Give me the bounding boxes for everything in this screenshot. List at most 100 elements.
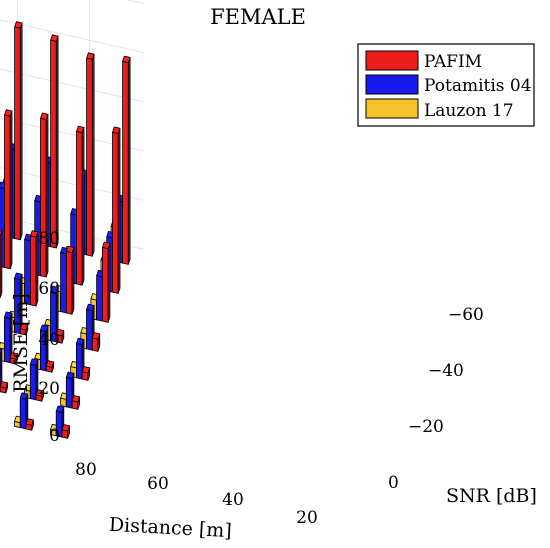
bar-pafim-d30-snr-50: [40, 112, 49, 278]
bar-front-face: [96, 275, 103, 322]
bar-front-face: [4, 114, 11, 270]
bar-front-face: [91, 337, 99, 352]
legend-swatch-potamitis: [365, 74, 419, 95]
bar-front-face: [86, 57, 93, 257]
bar-potamitis-04-d20-snr-10: [29, 358, 39, 401]
bar-pafim-d30-snr-30: [19, 323, 29, 336]
bar-top-face: [19, 323, 29, 331]
bar-pafim-d20-snr-10: [35, 389, 44, 402]
bar-top-face: [50, 34, 59, 42]
bar-pafim-d40-snr-40: [0, 230, 3, 299]
bar-front-face: [65, 376, 73, 409]
bar-pafim-d10-snr-30: [91, 332, 101, 352]
legend-swatch-lauzon: [365, 98, 419, 119]
bar-front-face: [60, 252, 67, 314]
bar-pafim-d20-snr-30: [55, 328, 65, 344]
bar-potamitis-04-d30-snr-20: [4, 311, 13, 364]
bar-top-face: [55, 405, 65, 413]
bar-front-face: [76, 342, 83, 380]
bar-pafim-d20-snr-20: [45, 360, 55, 373]
bar-top-face: [102, 241, 111, 250]
bar-front-face: [14, 26, 21, 241]
legend-label-lauzon: Lauzon 17: [424, 101, 514, 121]
bar-pafim-d30-snr-40: [29, 230, 39, 307]
z-tick-20: 20: [38, 379, 60, 399]
z-tick-40: 40: [38, 330, 60, 350]
bar-top-face: [14, 272, 23, 280]
bar-pafim-d30-snr-10: [0, 381, 8, 394]
legend-label-potamitis: Potamitis 04: [424, 76, 532, 96]
bar-top-face: [65, 371, 75, 379]
bar-side-face: [107, 242, 111, 323]
legend: PAFIM Potamitis 04 Lauzon 17: [357, 43, 535, 127]
bar-top-face: [29, 230, 39, 238]
bar-potamitis-04-d30-snr-10: [0, 348, 3, 393]
bar-pafim-d20-snr0: [25, 418, 34, 431]
bar-pafim-d20-snr-40: [66, 245, 75, 315]
bar-top-face: [0, 381, 8, 389]
bar-pafim-d30-snr-20: [9, 352, 19, 365]
bar-front-face: [102, 246, 109, 323]
bar-side-face: [19, 22, 23, 241]
bar-pafim-d40-snr-60: [14, 21, 23, 241]
x-tick-60: 60: [147, 474, 169, 494]
bar-side-face: [55, 35, 59, 249]
bar-top-face: [25, 418, 34, 426]
bar-top-face: [4, 109, 13, 117]
bar-top-face: [19, 392, 29, 400]
bar-top-face: [40, 112, 49, 120]
chart-title: FEMALE: [210, 5, 306, 29]
bar-top-face: [40, 324, 49, 332]
bar-pafim-d10-snr-60: [122, 55, 131, 265]
bar-front-face: [76, 130, 83, 286]
z-tick-80: 80: [38, 229, 60, 249]
grid-line-z-3: [0, 68, 144, 103]
bar-front-face: [86, 308, 93, 351]
bar-pafim-d20-snr-50: [76, 125, 85, 286]
grid-line-z-1: [0, 166, 144, 201]
bar-top-face: [112, 126, 121, 134]
z-tick-60: 60: [38, 279, 60, 299]
bar-front-face: [50, 39, 57, 249]
bar-side-face: [71, 247, 75, 315]
y-tick-20: −20: [408, 417, 444, 437]
bar-pafim-d10-snr-40: [102, 241, 111, 323]
bar-top-face: [66, 245, 75, 254]
bar-side-face: [0, 230, 3, 299]
z-axis-label: RMSE [m]: [10, 293, 32, 393]
bar-front-face: [122, 60, 129, 265]
bar-pafim-d10-snr-50: [112, 126, 121, 294]
bar-top-face: [91, 332, 101, 340]
bar-top-face: [86, 303, 95, 312]
grid-line-z-2: [0, 117, 144, 152]
bar-top-face: [122, 55, 131, 64]
bar-pafim-d20-snr-60: [86, 52, 95, 257]
bar-potamitis-04-d30-snr-30: [14, 272, 23, 335]
bar-top-face: [76, 125, 85, 134]
bar-top-face: [35, 389, 44, 397]
x-tick-20: 20: [296, 508, 318, 528]
bar-pafim-d40-snr-50: [4, 109, 13, 270]
bar-potamitis-04-d20-snr-20: [40, 324, 49, 372]
grid-line-z-4: [0, 19, 144, 54]
bar-front-face: [40, 117, 47, 278]
bar-potamitis-04-d20-snr-30: [50, 285, 59, 343]
bar-top-face: [61, 424, 70, 432]
legend-swatch-pafim: [365, 50, 419, 71]
bar-top-face: [86, 52, 95, 60]
bar-pafim-d10-snr0: [61, 424, 70, 439]
bar-top-face: [0, 230, 3, 237]
y-tick-0: 0: [388, 473, 399, 493]
bar-top-face: [71, 395, 80, 403]
bar-top-face: [55, 328, 65, 337]
bar-top-face: [76, 337, 85, 346]
x-axis-label: Distance [m]: [108, 514, 232, 542]
bar-top-face: [0, 348, 3, 356]
bar-pafim-d30-snr-60: [50, 34, 59, 249]
x-tick-40: 40: [222, 490, 244, 510]
bar-top-face: [14, 21, 23, 29]
bar-top-face: [45, 360, 55, 368]
bar-side-face: [9, 110, 13, 270]
bar-front-face: [66, 250, 73, 315]
z-tick-0: 0: [49, 426, 60, 446]
